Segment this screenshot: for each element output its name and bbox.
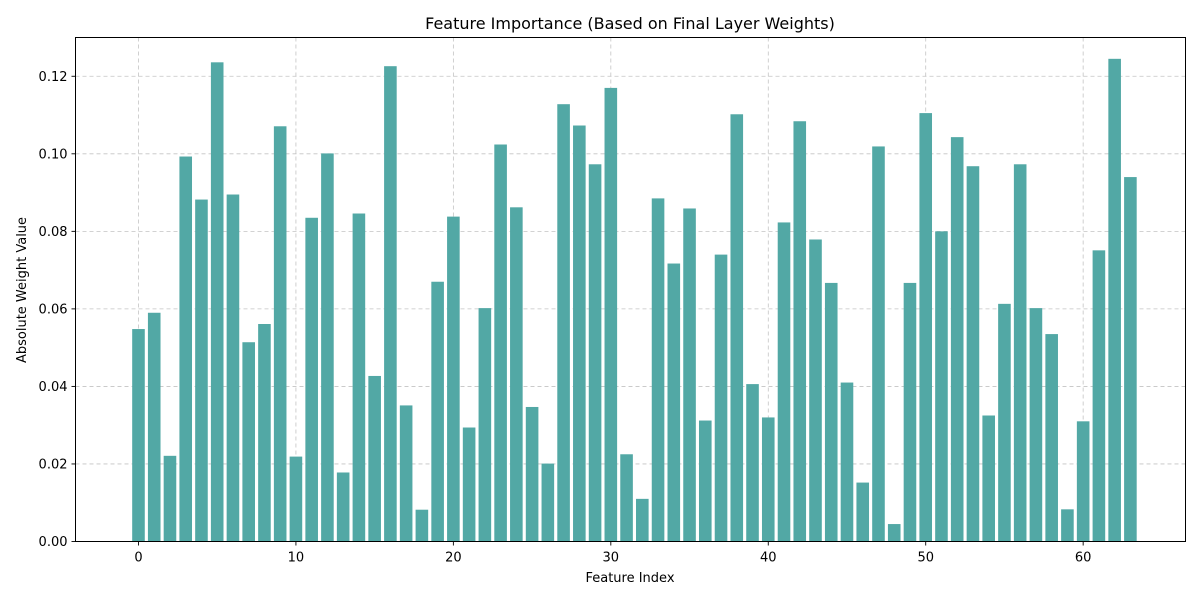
bar-feature-62 [1108, 58, 1121, 542]
bar-feature-4 [195, 199, 208, 542]
bar-feature-26 [541, 463, 555, 542]
bar-feature-22 [478, 308, 492, 542]
bar-feature-43 [809, 239, 822, 542]
bar-feature-33 [651, 198, 665, 542]
y-tick-label: 0.08 [39, 225, 68, 240]
bar-feature-28 [573, 125, 586, 542]
bar-feature-60 [1076, 421, 1090, 542]
bar-feature-0 [132, 329, 145, 542]
bar-feature-50 [919, 113, 933, 542]
bar-feature-56 [1013, 164, 1027, 542]
bar-feature-16 [384, 66, 397, 542]
bar-feature-54 [982, 415, 995, 542]
chart-title: Feature Importance (Based on Final Layer… [425, 14, 835, 33]
bar-feature-42 [793, 121, 807, 542]
y-tick-label: 0.12 [39, 70, 68, 85]
plot-frame [75, 37, 1186, 542]
bar-feature-38 [730, 114, 744, 542]
bar-feature-24 [510, 207, 523, 542]
bar-feature-17 [399, 405, 413, 542]
y-tick-label: 0.10 [39, 147, 68, 162]
x-tick-label: 40 [760, 551, 777, 566]
bar-feature-23 [494, 144, 507, 542]
bar-feature-47 [872, 146, 885, 542]
bar-feature-63 [1124, 177, 1137, 542]
x-tick-label: 0 [134, 551, 142, 566]
bar-feature-14 [352, 213, 366, 542]
ticks-layer: 0 10 20 30 40 50 60 0.00 0.02 0.04 0.06 0.08 0.10 0.1… [39, 70, 1092, 566]
bar-feature-61 [1092, 250, 1106, 542]
bar-feature-6 [226, 194, 240, 542]
bar-feature-27 [557, 104, 570, 542]
bars-layer [132, 58, 1137, 542]
bar-feature-44 [824, 282, 838, 542]
bar-feature-49 [903, 282, 917, 542]
y-tick-label: 0.00 [39, 535, 68, 550]
bar-feature-1 [147, 312, 161, 542]
y-tick-label: 0.04 [39, 380, 68, 395]
bar-feature-9 [273, 126, 287, 542]
bar-feature-21 [462, 427, 476, 542]
bar-feature-7 [242, 342, 255, 542]
x-axis-label: Feature Index [585, 571, 674, 586]
bar-feature-15 [368, 375, 381, 542]
bar-feature-2 [163, 455, 177, 542]
y-axis-label: Absolute Weight Value [15, 217, 30, 363]
x-tick-label: 60 [1075, 551, 1092, 566]
bar-feature-11 [305, 217, 318, 542]
bar-feature-32 [636, 498, 649, 542]
bar-feature-45 [840, 382, 854, 542]
bar-feature-29 [588, 164, 602, 542]
bar-feature-51 [935, 231, 948, 542]
bar-feature-20 [447, 216, 460, 542]
y-tick-label: 0.06 [39, 302, 68, 317]
bar-feature-3 [179, 156, 193, 542]
bar-feature-37 [714, 254, 728, 542]
bar-feature-25 [525, 406, 539, 542]
bar-feature-39 [746, 384, 759, 542]
x-tick-label: 10 [288, 551, 305, 566]
bar-feature-55 [998, 303, 1011, 542]
bar-feature-13 [336, 472, 350, 542]
x-tick-label: 20 [445, 551, 462, 566]
bar-feature-46 [856, 482, 870, 542]
bar-feature-19 [431, 281, 444, 542]
bar-feature-8 [258, 324, 271, 542]
bar-feature-36 [698, 420, 712, 542]
bar-feature-30 [604, 87, 618, 542]
bar-feature-40 [761, 417, 775, 542]
bar-feature-12 [321, 153, 334, 542]
bar-feature-41 [777, 222, 791, 542]
bar-feature-5 [210, 62, 224, 542]
x-tick-label: 30 [603, 551, 620, 566]
bar-feature-52 [950, 137, 964, 542]
bar-feature-34 [667, 263, 681, 542]
bar-feature-48 [887, 524, 901, 542]
bar-feature-18 [415, 509, 429, 542]
bar-feature-10 [289, 456, 303, 542]
bar-feature-58 [1045, 334, 1058, 542]
bar-feature-53 [966, 166, 980, 542]
bar-feature-35 [683, 208, 696, 542]
bar-feature-59 [1061, 509, 1074, 542]
bar-feature-31 [620, 454, 633, 542]
bar-feature-57 [1029, 308, 1043, 542]
x-tick-label: 50 [917, 551, 934, 566]
y-tick-label: 0.02 [39, 457, 68, 472]
